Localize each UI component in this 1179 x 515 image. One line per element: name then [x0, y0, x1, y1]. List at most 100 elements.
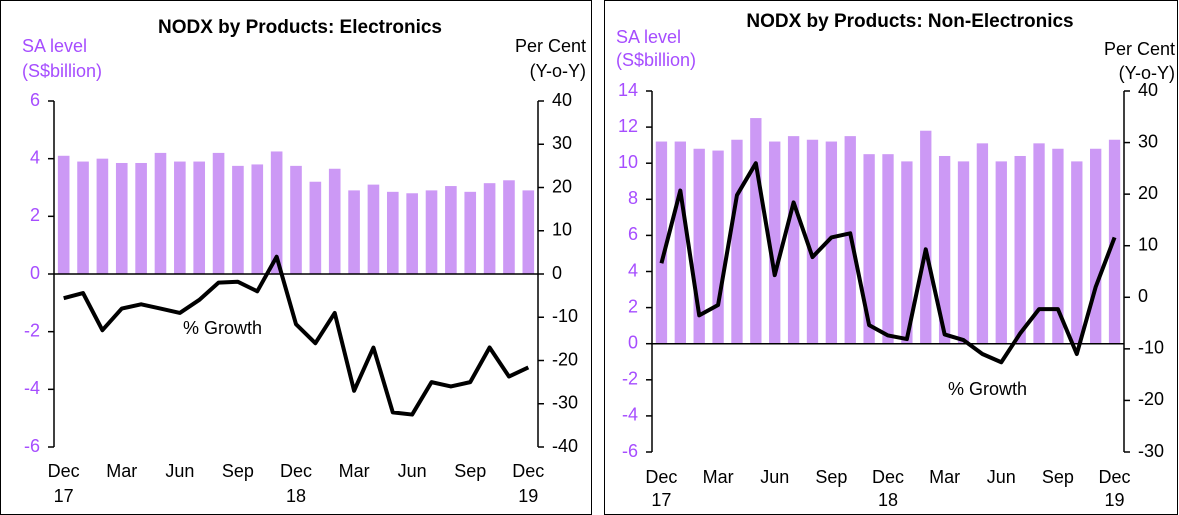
y2-tick-label: -20	[552, 349, 578, 369]
x-tick-label: Jun	[987, 467, 1016, 487]
bar	[251, 164, 264, 274]
x-tick-label: Sep	[454, 461, 486, 481]
x-tick-label: Dec	[1099, 467, 1131, 487]
bar	[57, 155, 70, 274]
y-tick-label: -6	[622, 441, 638, 461]
bar	[96, 158, 109, 274]
y-tick-label: -2	[24, 320, 40, 340]
bar	[232, 165, 244, 274]
bar	[655, 141, 668, 344]
bar	[386, 191, 399, 274]
y-tick-label: -4	[622, 405, 638, 425]
bar	[154, 152, 167, 274]
bar	[1071, 161, 1083, 344]
chart-title: NODX by Products: Electronics	[158, 17, 442, 38]
bar	[348, 190, 360, 274]
x-year-label: 19	[1105, 490, 1125, 510]
y2-tick-label: 0	[1138, 286, 1148, 306]
bar	[976, 143, 989, 344]
y2-tick-label: 10	[1138, 234, 1158, 254]
bar	[77, 161, 89, 274]
bar	[367, 184, 380, 274]
x-tick-label: Mar	[929, 467, 960, 487]
bar	[445, 186, 457, 274]
y-tick-label: 0	[30, 263, 40, 283]
x-tick-label: Jun	[760, 467, 789, 487]
y2-tick-label: -10	[1138, 338, 1164, 358]
bar	[522, 190, 535, 274]
bar	[290, 165, 302, 274]
bar	[503, 180, 515, 274]
x-tick-label: Jun	[165, 461, 194, 481]
x-tick-label: Dec	[512, 461, 544, 481]
bar	[882, 154, 894, 344]
x-tick-label: Dec	[645, 467, 677, 487]
bar	[825, 141, 838, 344]
y-axis-label: (S$billion)	[22, 61, 102, 81]
y2-axis-label: (Y-o-Y)	[530, 61, 586, 81]
y2-tick-label: 10	[552, 220, 572, 240]
bar	[1090, 148, 1102, 344]
y2-tick-label: 40	[552, 90, 572, 110]
y2-tick-label: 30	[552, 133, 572, 153]
bar	[957, 161, 970, 344]
y-tick-label: 8	[628, 188, 638, 208]
y-tick-label: 2	[628, 296, 638, 316]
y-tick-label: 10	[618, 152, 638, 172]
y2-tick-label: -10	[552, 306, 578, 326]
x-year-label: 17	[54, 486, 74, 506]
bar	[135, 162, 147, 274]
x-tick-label: Sep	[1042, 467, 1074, 487]
bar	[406, 193, 418, 274]
bar	[464, 191, 477, 274]
x-year-label: 18	[878, 490, 898, 510]
bar	[1052, 148, 1064, 344]
bar	[995, 161, 1007, 344]
x-tick-label: Jun	[398, 461, 427, 481]
annotation: % Growth	[183, 318, 262, 338]
y2-tick-label: -40	[552, 436, 578, 456]
bar	[174, 161, 186, 274]
x-tick-label: Dec	[872, 467, 904, 487]
y2-axis-label: Per Cent	[1104, 39, 1175, 59]
y-tick-label: -4	[24, 378, 40, 398]
y2-axis-label: (Y-o-Y)	[1119, 63, 1175, 83]
x-year-label: 19	[518, 486, 538, 506]
x-year-label: 18	[286, 486, 306, 506]
x-tick-label: Sep	[815, 467, 847, 487]
y2-axis-label: Per Cent	[515, 36, 586, 56]
bar	[712, 150, 724, 344]
y-axis-label: SA level	[616, 27, 681, 47]
y-tick-label: 14	[618, 80, 638, 100]
y2-tick-label: -20	[1138, 389, 1164, 409]
bar	[674, 141, 686, 344]
bar	[750, 118, 762, 344]
bar	[193, 161, 206, 274]
y2-tick-label: 0	[552, 263, 562, 283]
y2-tick-label: 40	[1138, 80, 1158, 100]
bar	[1014, 155, 1026, 344]
bar	[731, 139, 743, 344]
bar	[787, 136, 800, 344]
y-axis-label: SA level	[22, 36, 87, 56]
y-axis-label: (S$billion)	[616, 50, 696, 70]
y-tick-label: 12	[618, 116, 638, 136]
y-tick-label: -2	[622, 369, 638, 389]
y-tick-label: 6	[628, 224, 638, 244]
chart-title: NODX by Products: Non-Electronics	[746, 11, 1073, 32]
y2-tick-label: -30	[552, 393, 578, 413]
bar	[212, 152, 225, 274]
bar	[270, 151, 283, 274]
growth-line	[63, 254, 530, 417]
x-tick-label: Mar	[339, 461, 370, 481]
bar	[901, 161, 913, 344]
y2-tick-label: -30	[1138, 441, 1164, 461]
bar	[483, 183, 496, 274]
x-tick-label: Mar	[106, 461, 137, 481]
bar	[328, 168, 341, 274]
y-tick-label: 4	[30, 147, 40, 167]
bar	[920, 130, 932, 344]
growth-line	[659, 161, 1117, 365]
y2-tick-label: 20	[1138, 183, 1158, 203]
